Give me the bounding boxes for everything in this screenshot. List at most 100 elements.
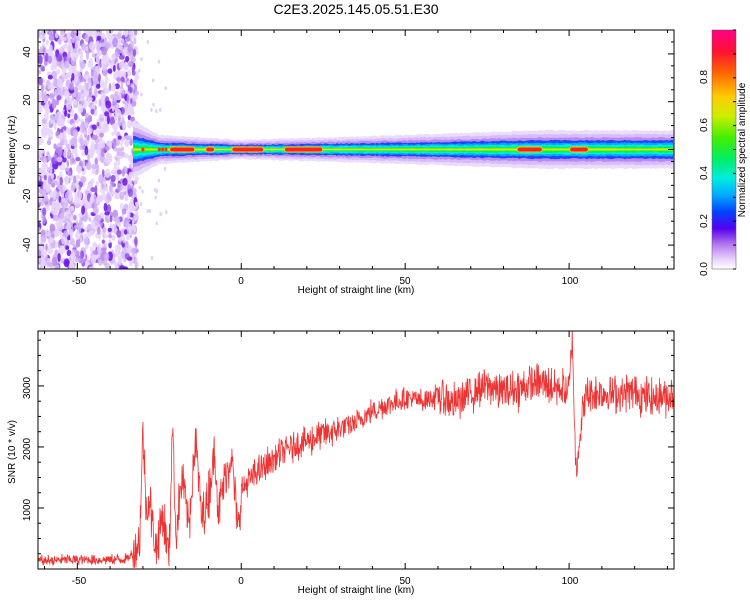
noise-blob: [116, 147, 123, 157]
noise-blob: [59, 128, 64, 133]
noise-blob: [116, 169, 122, 175]
noise-blob: [129, 116, 135, 122]
noise-blob: [134, 176, 140, 182]
noise-blob: [101, 124, 106, 130]
noise-blob: [111, 223, 115, 233]
noise-blob: [70, 30, 76, 39]
noise-blob: [104, 111, 109, 117]
noise-blob: [88, 148, 93, 156]
noise-blob: [135, 201, 138, 206]
noise-blob: [91, 30, 97, 38]
noise-blob: [116, 77, 121, 82]
bottom-xtick-label: 100: [562, 576, 579, 587]
noise-blob: [117, 40, 121, 50]
noise-blob: [40, 83, 44, 93]
noise-blob: [102, 226, 107, 233]
noise-blob: [89, 41, 95, 50]
noise-blob: [95, 214, 102, 222]
noise-blob: [44, 102, 49, 112]
noise-blob: [63, 60, 70, 69]
noise-blob: [124, 61, 129, 70]
noise-blob: [47, 137, 51, 146]
noise-blob: [95, 197, 102, 205]
noise-blob: [53, 180, 59, 186]
noise-blob: [132, 219, 135, 224]
noise-blob: [92, 169, 96, 175]
noise-blob: [67, 36, 71, 46]
noise-blob: [130, 34, 137, 40]
noise-blob: [55, 131, 59, 137]
signal-peak: [517, 147, 542, 152]
noise-blob: [164, 86, 167, 91]
noise-blob: [129, 154, 133, 162]
noise-blob: [62, 156, 67, 163]
noise-blob: [117, 158, 121, 166]
noise-blob: [50, 205, 54, 215]
noise-blob: [84, 45, 89, 52]
noise-blob: [99, 42, 106, 48]
noise-blob: [70, 108, 74, 118]
noise-blob: [116, 32, 122, 39]
colorbar-ticks: [733, 29, 736, 270]
noise-blob: [71, 73, 75, 81]
noise-blob: [118, 55, 125, 60]
noise-blob: [43, 188, 47, 196]
noise-blob: [65, 245, 70, 250]
noise-blob: [86, 50, 89, 61]
noise-blob: [80, 250, 84, 259]
noise-blob: [73, 175, 77, 184]
noise-blob: [73, 113, 78, 121]
noise-blob: [51, 182, 56, 188]
noise-blob: [53, 143, 57, 149]
noise-blob: [57, 38, 62, 45]
noise-blob: [101, 239, 105, 244]
noise-blob: [92, 250, 99, 256]
noise-blob: [75, 174, 81, 180]
noise-blob: [114, 91, 118, 102]
noise-blob: [117, 255, 123, 265]
noise-blob: [119, 251, 122, 256]
noise-blob: [62, 44, 66, 50]
noise-blob: [115, 108, 122, 119]
noise-blob: [54, 250, 58, 260]
colorbar-label: Normalized spectral amplitude: [737, 82, 748, 217]
noise-blob: [47, 74, 53, 80]
noise-blob: [152, 78, 155, 83]
signal-peak: [232, 147, 264, 152]
noise-blob: [49, 44, 53, 53]
noise-blob: [116, 230, 122, 238]
signal-peak: [161, 147, 165, 152]
noise-blob: [82, 198, 87, 204]
noise-blob: [54, 32, 59, 39]
noise-blob: [59, 132, 63, 141]
noise-blob: [120, 202, 123, 210]
noise-blob: [113, 161, 118, 167]
noise-blob: [53, 122, 57, 130]
noise-blob: [163, 166, 167, 171]
signal-band-core: [133, 148, 674, 151]
snr-ticks: [38, 331, 674, 570]
noise-blob: [64, 167, 70, 172]
noise-blob: [69, 156, 73, 166]
noise-blob: [54, 154, 58, 162]
noise-blob: [71, 52, 75, 61]
noise-blob: [73, 215, 77, 221]
noise-blob: [47, 30, 53, 36]
noise-blob: [138, 68, 141, 73]
noise-blob: [104, 75, 109, 84]
noise-blob: [134, 236, 138, 246]
noise-blob: [134, 213, 139, 221]
noise-blob: [108, 239, 111, 244]
noise-blob: [112, 37, 119, 48]
signal-peak: [284, 147, 323, 152]
noise-blob: [155, 189, 159, 194]
noise-blob: [49, 262, 53, 268]
noise-blob: [39, 34, 45, 40]
noise-blob: [82, 159, 86, 169]
noise-blob: [64, 176, 70, 184]
noise-blob: [117, 118, 122, 127]
noise-blob: [106, 192, 111, 201]
signal-peak: [141, 147, 145, 152]
noise-blob: [84, 33, 90, 43]
noise-blob: [69, 214, 74, 221]
